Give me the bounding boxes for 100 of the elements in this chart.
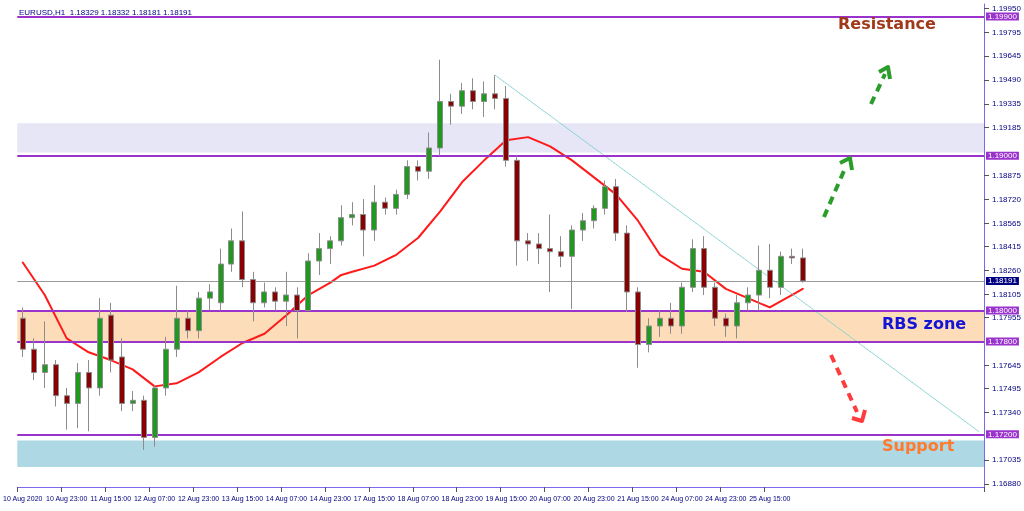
y-tick-label: 1.18415 [992, 241, 1022, 251]
candlestick [119, 337, 125, 412]
candlestick [514, 155, 520, 267]
y-tick-label: 1.19490 [992, 75, 1022, 85]
candlestick [294, 286, 300, 339]
y-tick-label: 1.19950 [992, 4, 1022, 14]
candlestick [239, 210, 245, 288]
candlestick [690, 238, 696, 293]
y-tick-label: 1.17495 [992, 384, 1022, 394]
candlestick [646, 317, 652, 353]
y-tick-label: 1.18565 [992, 218, 1022, 228]
chart-title: EURUSD,H1 1.18329 1.18332 1.18181 1.18191 [19, 7, 193, 17]
candlestick [756, 245, 762, 312]
annotation: RBS zone [882, 314, 967, 333]
candlestick [371, 184, 377, 242]
ref-line-label: 1.19900 [988, 11, 1018, 21]
candlestick [218, 248, 224, 312]
candlestick [580, 212, 586, 242]
y-tick-label: 1.19795 [992, 28, 1022, 38]
annotation: Support [882, 436, 955, 455]
y-tick-label: 1.16880 [992, 479, 1022, 489]
candlestick [712, 282, 718, 327]
candlestick [42, 320, 48, 389]
candlestick [481, 80, 487, 118]
candlestick [668, 302, 674, 335]
candlestick [196, 291, 202, 339]
candlestick [547, 214, 553, 293]
candlestick [745, 286, 751, 312]
candlestick [228, 227, 234, 273]
candlestick [591, 204, 597, 229]
candlestick [415, 159, 421, 181]
ref-line-label: 1.18000 [988, 306, 1018, 316]
candlestick [404, 159, 410, 200]
candlestick [778, 251, 784, 296]
ref-line-label: 1.18191 [988, 276, 1018, 286]
candlestick [130, 390, 136, 412]
candlestick [679, 282, 685, 335]
candlestick [800, 248, 806, 284]
candlestick [20, 306, 26, 358]
candlestick [569, 224, 575, 310]
y-tick-label: 1.17035 [992, 455, 1022, 465]
candlestick [250, 271, 256, 322]
candlestick [635, 286, 641, 369]
candlestick [382, 197, 388, 216]
candlestick [536, 232, 542, 265]
candlestick [701, 235, 707, 296]
candlestick [437, 59, 443, 157]
candlestick [448, 93, 454, 126]
candlestick [492, 74, 498, 110]
candlestick [338, 204, 344, 246]
y-tick-label: 1.18260 [992, 265, 1022, 275]
candlestick [767, 243, 773, 299]
candlestick [327, 235, 333, 265]
candlestick [470, 77, 476, 110]
candlestick [283, 271, 289, 327]
y-tick-label: 1.18720 [992, 194, 1022, 204]
candlestick [734, 294, 740, 339]
y-tick-label: 1.18105 [992, 289, 1022, 299]
candlestick [426, 131, 432, 180]
ref-line-label: 1.17200 [988, 429, 1018, 439]
candlestick [459, 82, 465, 115]
candlestick [613, 178, 619, 242]
candlestick [789, 248, 795, 265]
y-tick-label: 1.17645 [992, 360, 1022, 370]
candlestick [602, 179, 608, 216]
candlestick [503, 85, 509, 168]
candlestick [305, 252, 311, 312]
candlestick [64, 387, 70, 431]
candlestick [97, 297, 103, 397]
candlestick [525, 232, 531, 262]
candlestick [53, 359, 59, 407]
line-series [21, 136, 804, 388]
candlestick [152, 384, 158, 448]
candlestick [316, 232, 322, 276]
candlestick [86, 359, 92, 432]
candlestick [163, 336, 169, 397]
candlestick [349, 201, 355, 226]
candlestick [657, 310, 663, 338]
annotation: Resistance [838, 14, 936, 33]
candlestick [723, 313, 729, 338]
candlestick [393, 189, 399, 216]
candlestick [31, 337, 37, 381]
candlestick [75, 362, 81, 429]
candlestick [108, 302, 114, 373]
y-tick-label: 1.19645 [992, 51, 1022, 61]
ref-line-label: 1.17800 [988, 336, 1018, 346]
y-tick-label: 1.19335 [992, 99, 1022, 109]
y-tick-label: 1.17340 [992, 408, 1022, 418]
candlestick [624, 224, 630, 313]
y-tick-label: 1.19185 [992, 122, 1022, 132]
candlestick [261, 282, 267, 308]
y-tick-label: 1.18875 [992, 170, 1022, 180]
candlestick [141, 395, 147, 451]
candlestick [207, 283, 213, 312]
candlestick [360, 198, 366, 257]
candlestick [174, 285, 180, 358]
candlestick [185, 310, 191, 339]
candlestick [558, 235, 564, 268]
candlestick [272, 286, 278, 312]
ref-line-label: 1.19000 [988, 151, 1018, 161]
